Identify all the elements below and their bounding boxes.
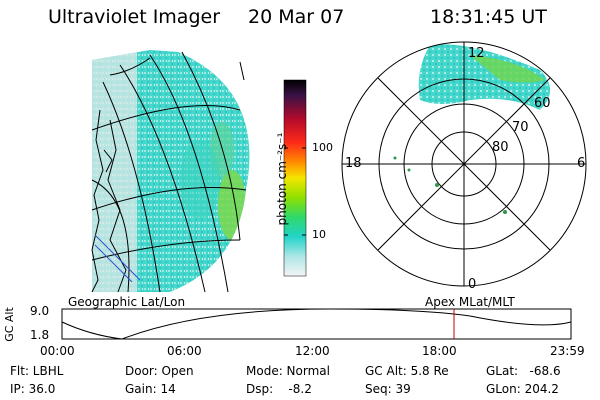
polar-ring-80: [431, 131, 497, 197]
dsp-info: Dsp: -8.2: [246, 382, 312, 396]
apex-label: Apex MLat/MLT: [425, 295, 515, 309]
timeline-xtick-0: 00:00: [40, 344, 75, 358]
date-label: 20 Mar 07: [248, 6, 345, 28]
polar-outer-ring: [341, 41, 587, 287]
colorbar: [283, 79, 307, 277]
instrument-title: Ultraviolet Imager: [48, 6, 221, 28]
mlt-label-left: 18: [345, 156, 362, 171]
geographic-label: Geographic Lat/Lon: [68, 295, 186, 309]
glon-info: GLon: 204.2: [486, 382, 559, 396]
mlat-label-70: 70: [512, 120, 529, 135]
polar-ring-70: [403, 103, 525, 225]
mode-info: Mode: Normal: [246, 364, 330, 378]
ip-info: IP: 36.0: [10, 382, 56, 396]
timeline-xtick-3: 18:00: [422, 344, 457, 358]
geographic-grid: [91, 51, 247, 293]
colorbar-tick-10: 10: [312, 228, 326, 241]
mlat-label-60: 60: [534, 96, 551, 111]
mlt-label-right: 6: [577, 156, 586, 171]
timeline-ytick-high: 9.0: [30, 304, 50, 318]
mlat-label-80: 80: [492, 140, 509, 155]
mlt-label-top: 12: [468, 46, 485, 61]
colorbar-tick-100: 100: [312, 141, 333, 154]
time-label: 18:31:45 UT: [430, 6, 547, 28]
timeline-xtick-4: 23:59: [550, 344, 585, 358]
timeline-ytick-low: 1.8: [30, 328, 50, 342]
colorbar-unit-label: photon cm⁻²s⁻¹: [275, 132, 289, 226]
timeline-xtick-2: 12:00: [295, 344, 330, 358]
timeline-axis-label: GC Alt: [2, 307, 16, 342]
gain-info: Gain: 14: [125, 382, 176, 396]
timeline-xtick-1: 06:00: [167, 344, 202, 358]
door-info: Door: Open: [125, 364, 194, 378]
polar-ring-60: [378, 78, 550, 250]
coastline: [91, 109, 130, 293]
seq-info: Seq: 39: [365, 382, 411, 396]
gc-alt-info: GC Alt: 5.8 Re: [365, 364, 449, 378]
filter-info: Flt: LBHL: [10, 364, 64, 378]
glat-info: GLat: -68.6: [486, 364, 561, 378]
mlt-label-bottom: 0: [468, 277, 477, 292]
